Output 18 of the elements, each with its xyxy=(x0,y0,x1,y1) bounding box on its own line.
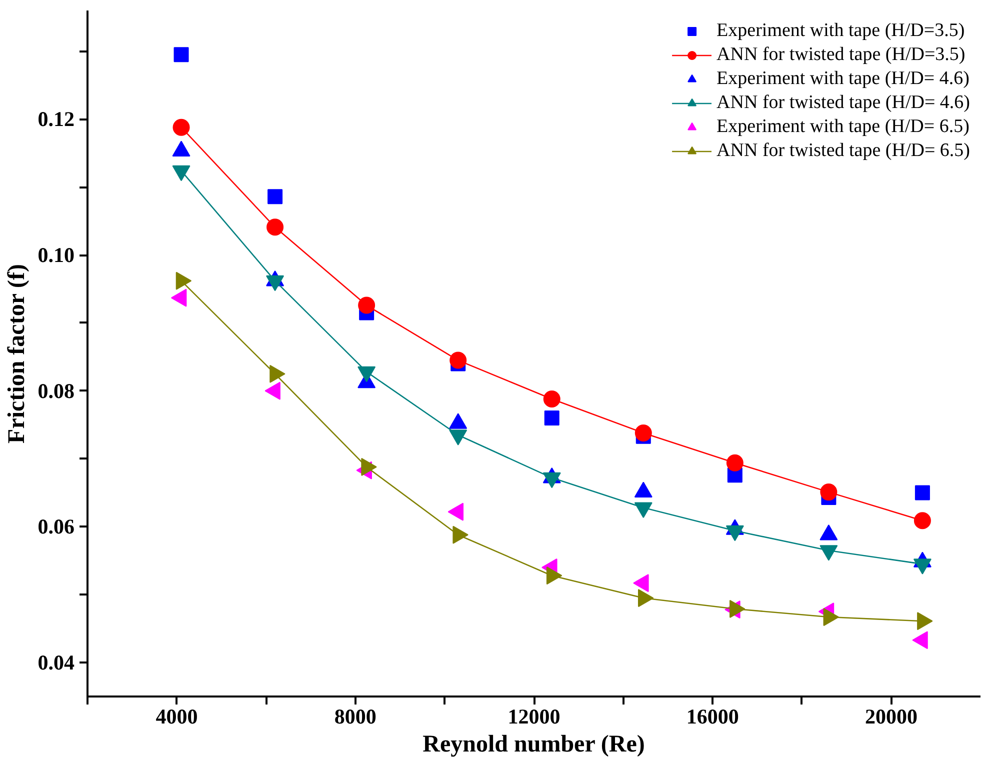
y-tick-label: 0.08 xyxy=(38,378,74,403)
y-tick-label: 0.04 xyxy=(38,650,75,675)
legend-label: Experiment with tape (H/D= 4.6) xyxy=(716,68,970,90)
x-axis-title: Reynold number (Re) xyxy=(422,732,645,758)
legend-label: ANN for twisted tape (H/D= 4.6) xyxy=(716,92,970,114)
y-tick-label: 0.12 xyxy=(38,107,74,132)
legend-label: Experiment with tape (H/D=3.5) xyxy=(716,20,965,42)
x-tick-label: 12000 xyxy=(508,704,560,728)
x-tick-label: 4000 xyxy=(156,704,198,728)
x-tick-label: 16000 xyxy=(686,704,739,728)
legend-label: Experiment with tape (H/D= 6.5) xyxy=(716,116,970,138)
legend-label: ANN for twisted tape (H/D=3.5) xyxy=(716,44,966,66)
x-tick-label: 8000 xyxy=(334,704,376,728)
legend-label: ANN for twisted tape (H/D= 6.5) xyxy=(716,140,970,162)
y-axis-title: Friction factor (f) xyxy=(4,264,30,444)
y-tick-label: 0.10 xyxy=(38,243,74,268)
y-tick-label: 0.06 xyxy=(38,514,74,539)
x-tick-label: 20000 xyxy=(864,704,918,728)
